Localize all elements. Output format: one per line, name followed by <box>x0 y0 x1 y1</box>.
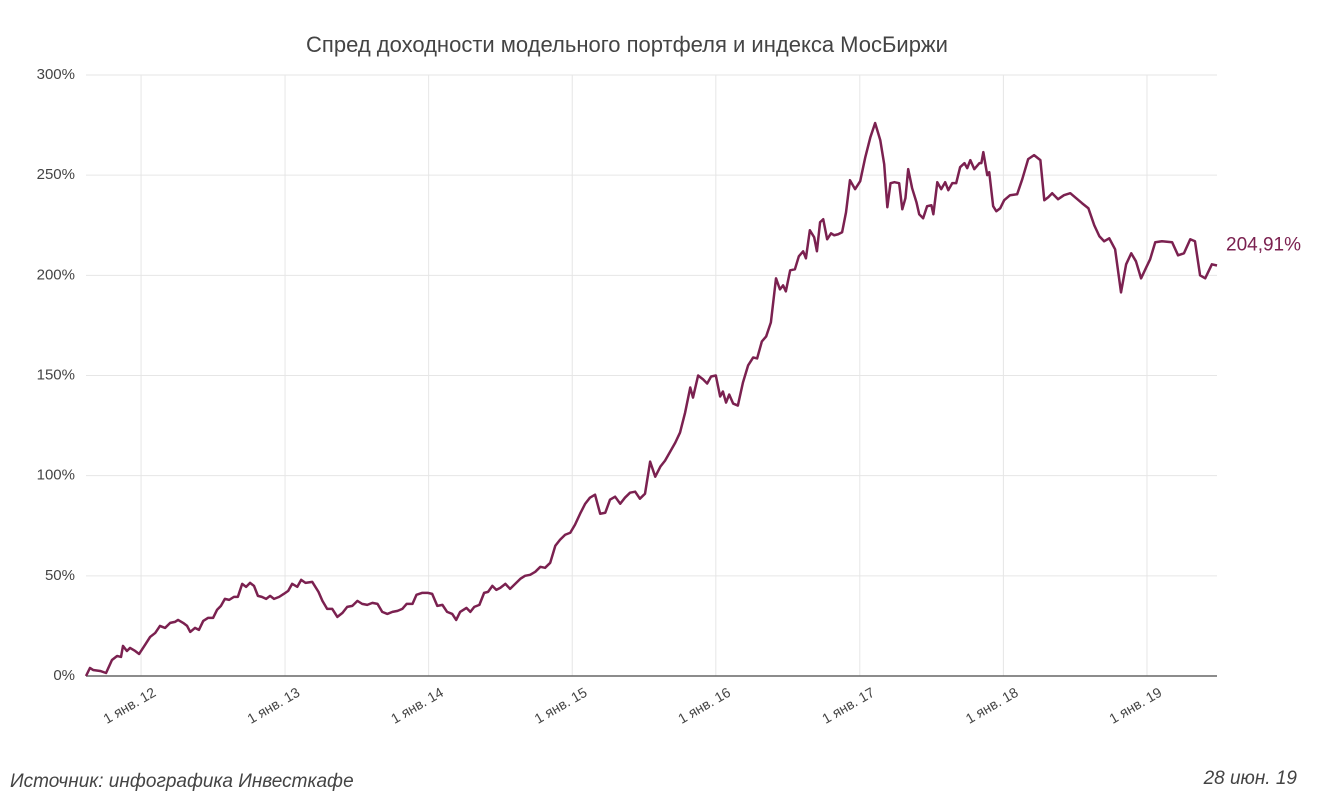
source-note: Источник: инфографика Инвесткафе <box>10 771 354 792</box>
y-tick-label: 300% <box>37 66 75 83</box>
y-tick-label: 200% <box>37 266 75 283</box>
y-tick-label: 0% <box>53 667 75 684</box>
y-tick-label: 250% <box>37 166 75 183</box>
date-note: 28 июн. 19 <box>1203 768 1298 789</box>
data-line <box>84 121 1218 677</box>
chart-title: Спред доходности модельного портфеля и и… <box>306 32 948 57</box>
y-tick-label: 100% <box>37 467 75 484</box>
y-tick-label: 150% <box>37 366 75 383</box>
end-value-label: 204,91% <box>1226 235 1301 256</box>
y-tick-label: 50% <box>45 567 75 584</box>
